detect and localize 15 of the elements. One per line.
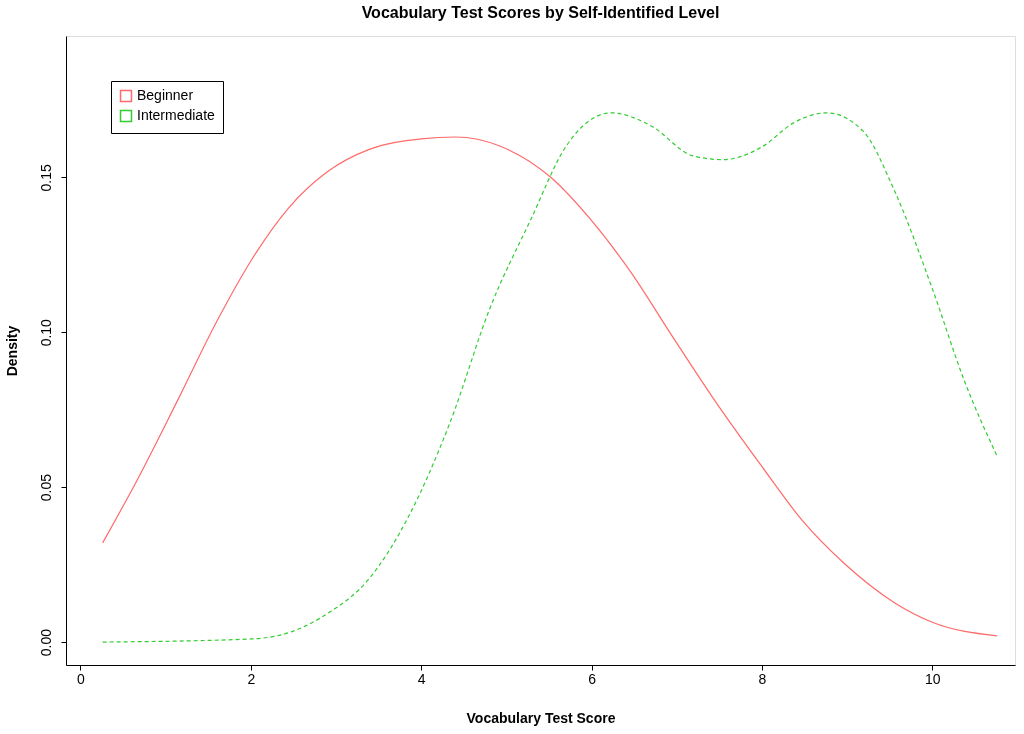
x-tick-label: 0 [77, 670, 86, 687]
y-tick-label: 0.15 [37, 163, 54, 192]
chart-title: Vocabulary Test Scores by Self-Identified Level [361, 4, 720, 21]
x-axis-title: Vocabulary Test Score [466, 709, 616, 726]
y-axis-title: Density [3, 325, 20, 377]
x-tick-label: 10 [925, 670, 941, 687]
y-tick-label: 0.05 [37, 473, 54, 502]
x-tick-label: 6 [588, 670, 597, 687]
legend-label: Intermediate [137, 107, 216, 123]
x-tick-label: 2 [247, 670, 256, 687]
x-tick-label: 8 [758, 670, 767, 687]
y-tick-label: 0.00 [37, 628, 54, 657]
legend-label: Beginner [137, 87, 194, 103]
x-tick-label: 4 [417, 670, 426, 687]
y-tick-label: 0.10 [37, 318, 54, 347]
